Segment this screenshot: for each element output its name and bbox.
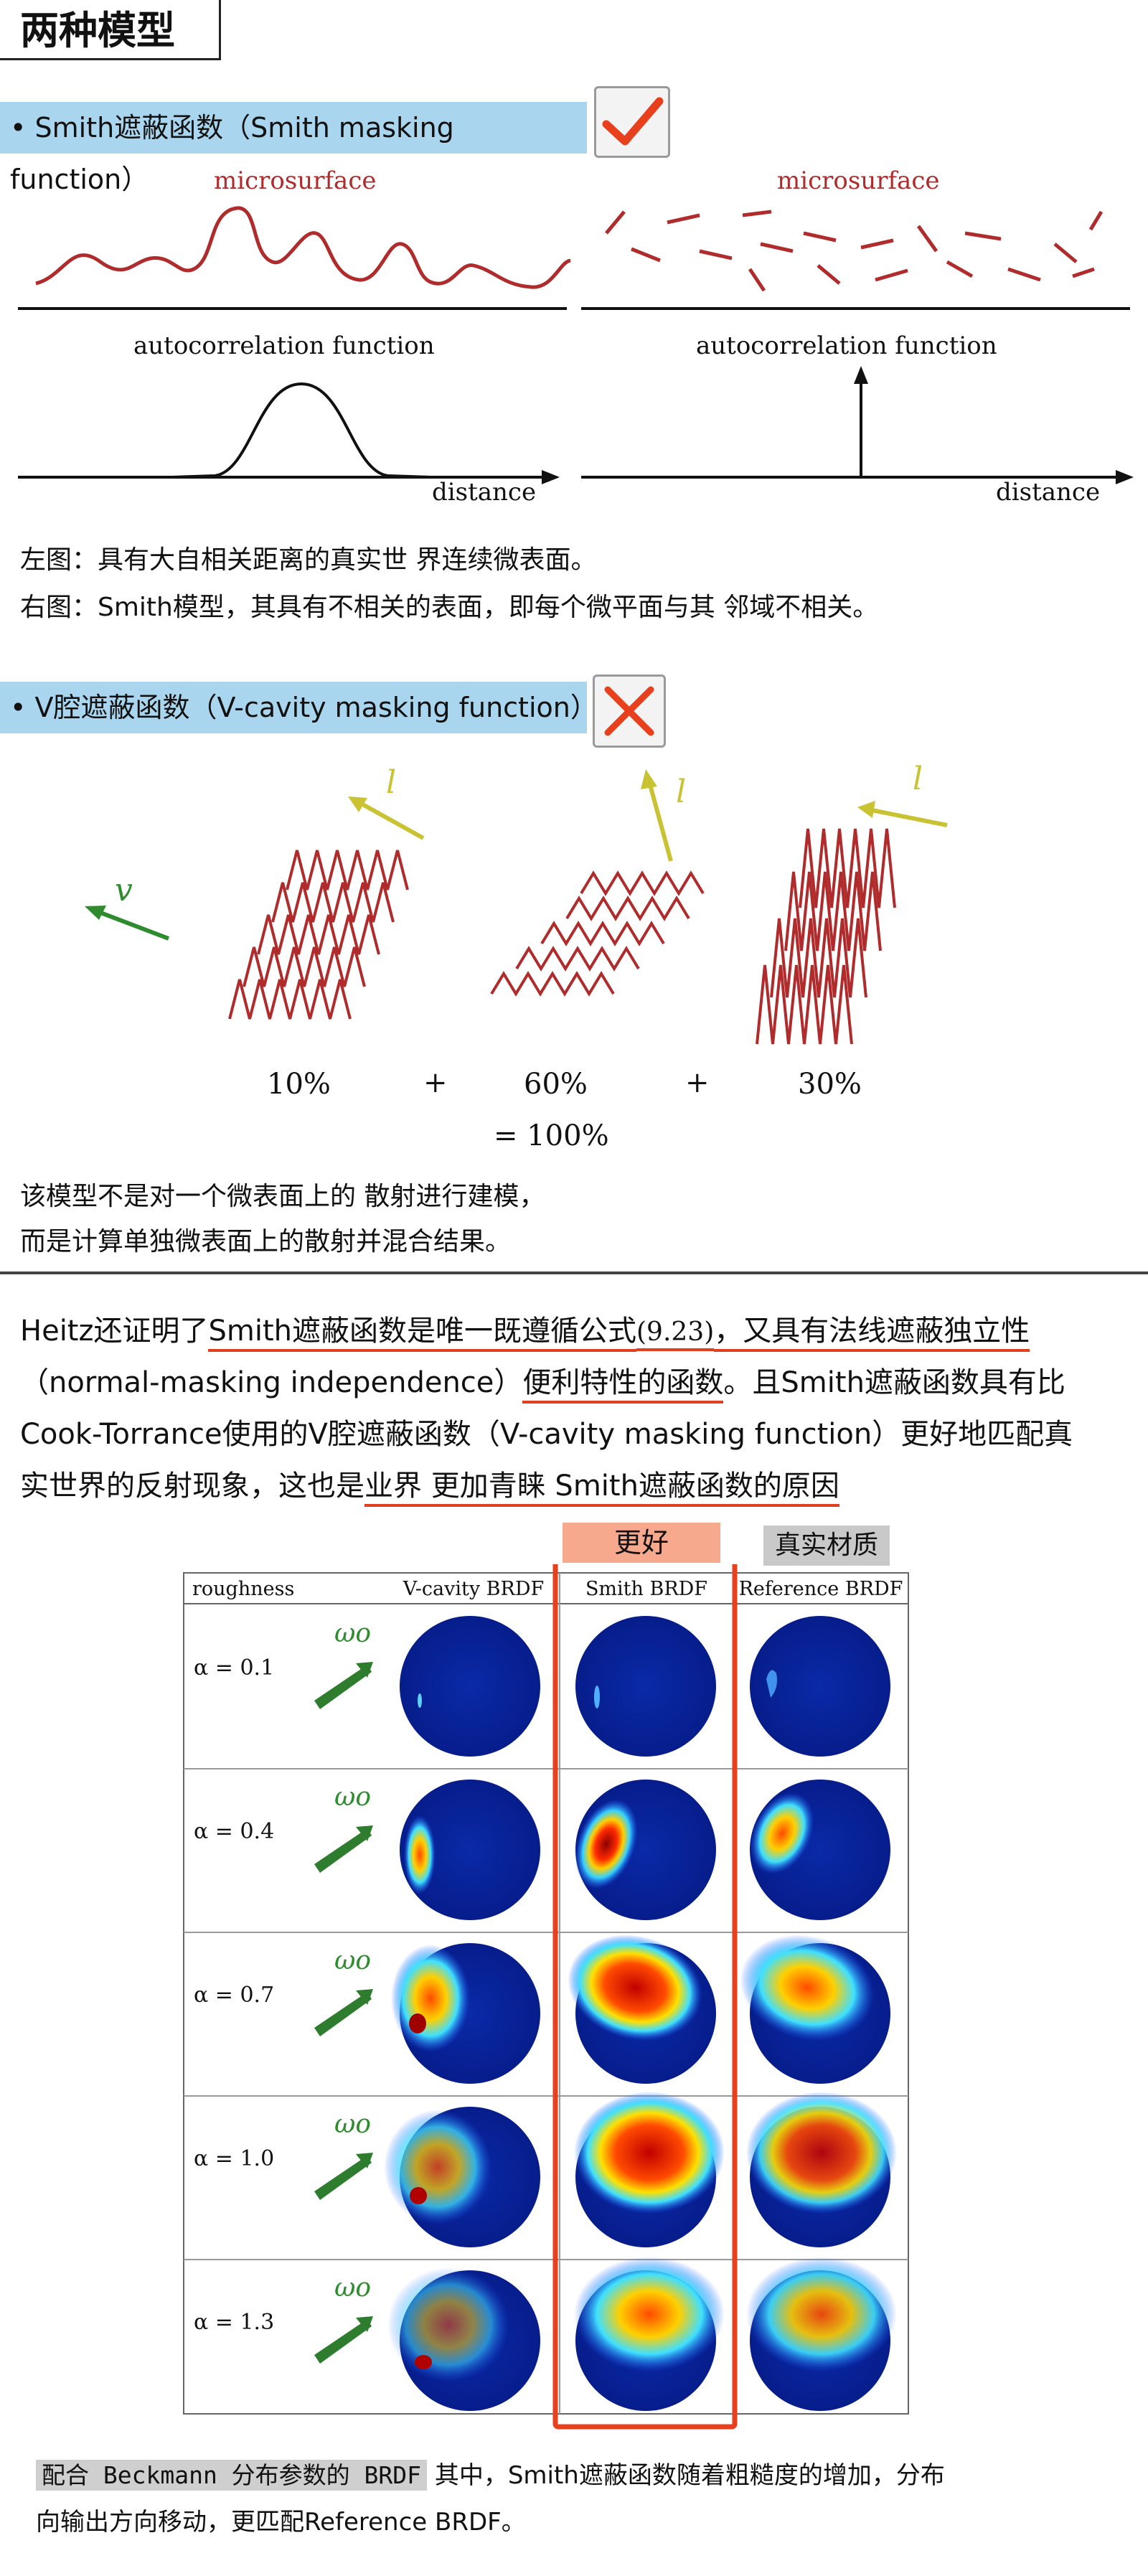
left-axis-arrow	[542, 470, 560, 484]
tag-better: 更好	[563, 1523, 720, 1563]
smith-diagram	[18, 206, 1134, 484]
cross-icon	[593, 674, 666, 748]
l-label-3: l	[913, 761, 923, 797]
header-roughness: roughness	[192, 1578, 295, 1600]
vcavity-zigzag-3	[756, 828, 896, 1045]
sphere-row-4	[384, 2092, 897, 2247]
pct-3: 30%	[798, 1068, 862, 1101]
footer-code: 配合 Beckmann 分布参数的 BRDF	[36, 2460, 428, 2491]
distance-left-label: distance	[432, 478, 537, 507]
sphere-row-1	[400, 1616, 890, 1757]
alpha-row-5: α = 1.3	[194, 2310, 275, 2335]
l-label-2: l	[676, 774, 687, 810]
pct-2: 60%	[524, 1068, 588, 1101]
plus-2: +	[685, 1066, 710, 1099]
plus-1: +	[423, 1066, 448, 1099]
micro-left-label: microsurface	[214, 166, 377, 195]
vcavity-caption-1: 该模型不是对一个微表面上的 散射进行建模，	[20, 1182, 545, 1211]
omega-row-2: ωo	[334, 1782, 372, 1812]
footer-line-1: 配合 Beckmann 分布参数的 BRDF 其中，Smith遮蔽函数随着粗糙度…	[36, 2458, 945, 2493]
omega-row-1: ωo	[334, 1619, 372, 1648]
omega-row-3: ωo	[334, 1946, 372, 1975]
pct-1: 10%	[267, 1068, 331, 1101]
alpha-row-4: α = 1.0	[194, 2146, 275, 2171]
auto-left-label: autocorrelation function	[133, 332, 435, 360]
sphere-row-5	[387, 2257, 897, 2411]
auto-right-label: autocorrelation function	[696, 332, 997, 360]
vcavity-banner: • V腔遮蔽函数（V-cavity masking function）	[0, 682, 598, 733]
header-smith: Smith BRDF	[585, 1578, 708, 1600]
left-microsurface-curve	[35, 206, 571, 289]
left-autocorrelation-curve	[171, 382, 431, 479]
smith-highlight-box	[552, 1564, 738, 2430]
smith-caption-left: 左图：具有大自相关距离的真实世 界连续微表面。	[20, 545, 597, 575]
header-vcavity: V-cavity BRDF	[403, 1578, 545, 1600]
incoming-direction-arrows	[314, 1662, 373, 2364]
right-axis-arrow	[1116, 470, 1134, 484]
paragraph-line-3: Cook-Torrance使用的V腔遮蔽函数（V-cavity masking …	[20, 1418, 1073, 1451]
l-label-1: l	[386, 764, 397, 801]
smith-caption-right: 右图：Smith模型，其具有不相关的表面，即每个微平面与其 邻域不相关。	[20, 593, 879, 622]
distance-right-label: distance	[996, 478, 1101, 507]
alpha-row-2: α = 0.4	[194, 1819, 275, 1844]
smith-banner: • Smith遮蔽函数（Smith masking function）	[0, 102, 587, 195]
total-pct: = 100%	[494, 1119, 609, 1152]
page-title: 两种模型	[20, 8, 175, 53]
omega-row-5: ωo	[334, 2273, 372, 2303]
tag-real-material: 真实材质	[763, 1526, 890, 1566]
paragraph-line-1: Heitz还证明了Smith遮蔽函数是唯一既遵循公式(9.23)，又具有法线遮蔽…	[20, 1306, 1030, 1358]
brdf-table	[183, 1564, 909, 2430]
vcavity-zigzag-2	[490, 870, 705, 997]
title-box	[0, 0, 221, 60]
alpha-row-1: α = 0.1	[194, 1655, 275, 1680]
micro-right-label: microsurface	[777, 166, 940, 195]
footer-line-2: 向输出方向移动，更匹配Reference BRDF。	[36, 2508, 526, 2537]
v-label: v	[115, 872, 133, 908]
paragraph-line-2: （normal-masking independence）便利特性的函数。且Sm…	[20, 1358, 1065, 1408]
paragraph-line-4: 实世界的反射现象，这也是业界 更加青睐 Smith遮蔽函数的原因	[20, 1461, 839, 1511]
sphere-row-3	[391, 1935, 890, 2084]
check-icon	[594, 86, 670, 158]
vcavity-zigzag-1	[228, 850, 409, 1020]
omega-row-4: ωo	[334, 2110, 372, 2139]
header-reference: Reference BRDF	[738, 1578, 903, 1600]
vcavity-caption-2: 而是计算单独微表面上的散射并混合结果。	[20, 1227, 512, 1256]
vcavity-diagram	[85, 769, 948, 1045]
sphere-row-2	[400, 1780, 890, 1920]
alpha-row-3: α = 0.7	[194, 1983, 275, 2008]
section-divider	[0, 1271, 1148, 1274]
right-microfacets	[605, 210, 1104, 292]
